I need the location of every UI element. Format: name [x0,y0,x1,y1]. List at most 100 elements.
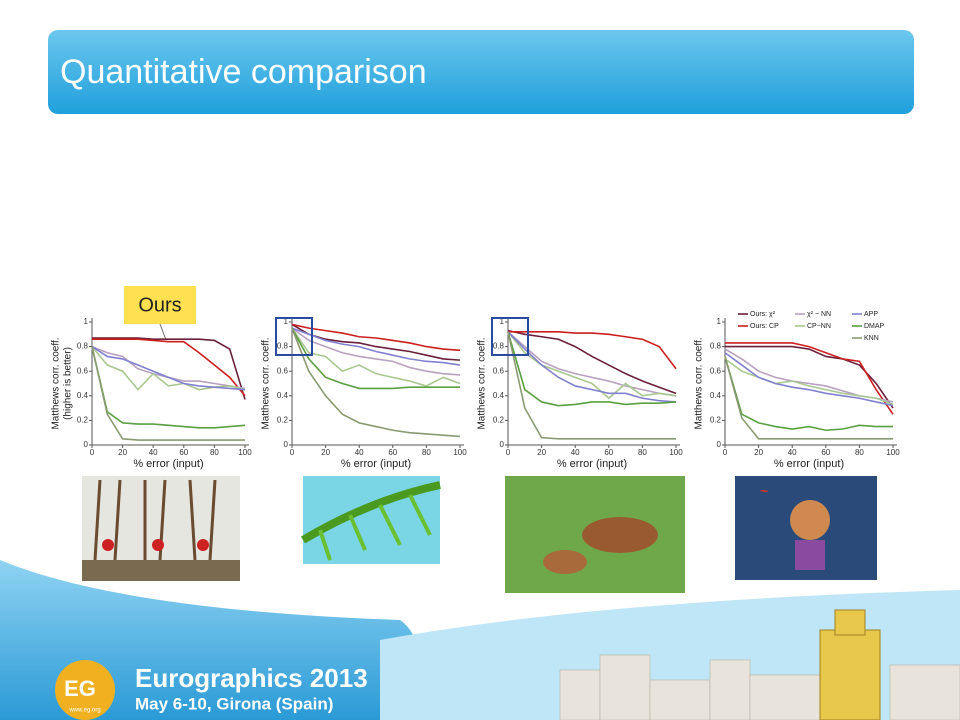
legend-label: DMAP [864,323,885,330]
y-tick-label: 0.4 [77,391,89,400]
y-tick-label: 1 [84,317,89,326]
series-line [92,338,246,397]
y-tick-label: 0 [84,440,89,449]
charts: 00.20.40.60.810 20 40 60 80 100% error (input… [51,311,901,470]
highlight-box [491,317,529,356]
series-line [724,358,894,406]
cathedral-tower [834,609,866,636]
x-axis-label: % error (input) [133,458,203,470]
x-tick-label: 80 [855,448,864,457]
x-tick-label: 0 [723,448,728,457]
callout-text: Ours [138,294,181,316]
y-axis-label: Matthews corr. coeff. [694,337,705,429]
y-tick-label: 0.6 [77,366,89,375]
y-tick-label: 0.8 [77,342,89,351]
y-tick-label: 1 [284,317,289,326]
y-tick-label: 0.2 [710,416,722,425]
x-tick-label: 40 [355,448,364,457]
x-tick-label: 0 [90,448,95,457]
series-line [291,327,460,390]
photo-cows [505,476,685,593]
x-tick-label: 100 [669,448,683,457]
x-tick-label: 80 [638,448,647,457]
series-line [507,329,677,395]
series-line [291,327,461,438]
series-line [291,327,461,387]
x-tick-label: 40 [149,448,158,457]
photo-manga: ~ [735,476,877,580]
y-tick-label: 0.2 [77,416,89,425]
title-bar [48,30,914,114]
x-tick-label: 40 [571,448,580,457]
legend-label: APP [864,311,878,318]
series-line [508,331,677,370]
series-line [291,327,461,376]
y-tick-label: 1 [500,317,505,326]
series-line [291,327,461,366]
y-tick-label: 0.4 [493,391,505,400]
event-date: May 6-10, Girona (Spain) [135,694,333,713]
legend-label: KNN [864,335,879,342]
series-line [507,331,676,440]
x-tick-label: 20 [321,448,330,457]
legend-label: Ours: χ² [750,311,776,318]
y-tick-label: 0.4 [710,391,722,400]
x-tick-label: 60 [179,448,188,457]
y-axis-label: Matthews corr. coeff. [477,337,488,429]
x-tick-label: 100 [238,448,252,457]
x-tick-label: 60 [821,448,830,457]
event-name: Eurographics 2013 [135,663,368,693]
legend-label: χ² − NN [807,311,831,318]
series-line [91,346,246,429]
series-line [507,331,677,407]
callout-box [124,286,196,324]
x-tick-label: 100 [453,448,467,457]
y-tick-label: 1 [717,317,722,326]
x-tick-label: 40 [788,448,797,457]
x-tick-label: 20 [537,448,546,457]
series-line [91,346,246,391]
cathedral [819,629,881,720]
y-axis-label: Matthews corr. coeff. [51,337,62,429]
x-axis-label: % error (input) [557,458,627,470]
y-tick-label: 0 [284,440,289,449]
x-tick-label: 20 [118,448,127,457]
x-tick-label: 0 [506,448,511,457]
y-tick-label: 0 [500,440,505,449]
y-tick-label: 0.2 [493,416,505,425]
photo-trellis [82,476,240,581]
callout-pointer [159,323,167,341]
x-axis-label: % error (input) [774,458,844,470]
series-line [91,346,245,441]
series-line [724,356,893,440]
x-tick-label: 60 [388,448,397,457]
y-tick-label: 0.8 [493,342,505,351]
legend-label: Ours: CP [750,323,779,330]
series-line [507,331,677,400]
photo-palm [300,476,441,564]
x-axis-label: % error (input) [341,458,411,470]
series-line [291,323,461,352]
x-tick-label: 0 [290,448,295,457]
series-line [507,331,677,397]
series-line [91,345,246,391]
y-tick-label: 0.8 [710,342,722,351]
x-tick-label: 80 [210,448,219,457]
logo-url: www.eg.org [68,708,100,714]
y-axis-label: Matthews corr. coeff. [261,337,272,429]
y-tick-label: 0.6 [493,366,505,375]
highlight-box [275,317,313,356]
logo-text: EG [64,676,96,701]
series-line [724,356,893,432]
y-tick-label: 0.8 [277,342,289,351]
series-line [725,342,894,415]
x-tick-label: 100 [886,448,900,457]
logo-circle [55,660,115,720]
y-tick-label: 0.6 [710,366,722,375]
y-tick-label: 0.6 [277,366,289,375]
y-axis-note: (higher is better) [63,347,74,420]
city-skyline [559,654,960,720]
y-tick-label: 0.4 [277,391,289,400]
manga-logo-art: ~ [760,483,768,499]
